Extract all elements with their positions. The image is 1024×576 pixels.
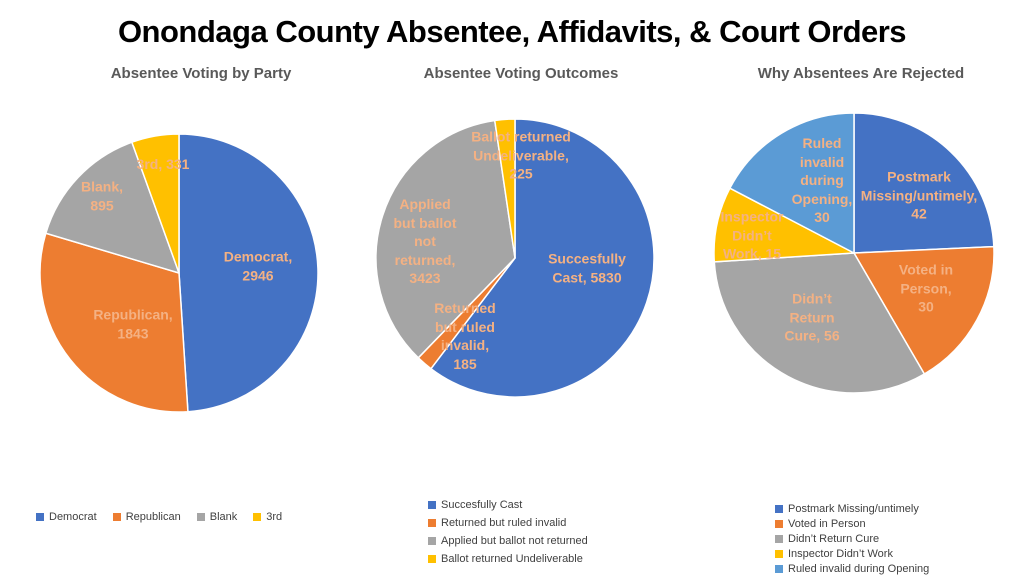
pie-slice	[45, 141, 180, 274]
pie-slice	[853, 245, 995, 375]
legend-item: Applied but ballot not returned	[428, 535, 588, 547]
legend-label: Didn’t Return Cure	[788, 533, 880, 545]
legend-swatch-icon	[775, 505, 783, 513]
legend-item: Ballot returned Undeliverable	[428, 553, 588, 565]
legend-label: Democrat	[49, 511, 97, 523]
page-title: Onondaga County Absentee, Affidavits, & …	[117, 14, 907, 49]
legend-swatch-icon	[775, 550, 783, 558]
pie-chart-absentee-voting-by-party	[39, 133, 319, 413]
legend-why-absentees-are-rejected: Postmark Missing/untimely Voted in Person…	[775, 503, 929, 575]
legend-swatch-icon	[36, 513, 44, 521]
legend-label: Inspector Didn’t Work	[788, 548, 893, 560]
legend-item: Democrat	[36, 511, 97, 523]
legend-label: Returned but ruled invalid	[441, 517, 567, 529]
pie-chart-why-absentees-are-rejected	[713, 112, 995, 394]
pie-slice	[430, 118, 655, 398]
pie-slice	[39, 232, 189, 413]
legend-label: Republican	[125, 511, 181, 523]
legend-label: Postmark Missing/untimely	[788, 503, 919, 515]
legend-item: Voted in Person	[775, 518, 929, 530]
legend-item: Ruled invalid during Opening	[775, 563, 929, 575]
pie-slice	[713, 252, 926, 394]
legend-swatch-icon	[196, 513, 205, 521]
legend-swatch-icon	[253, 513, 262, 521]
legend-label: Ballot returned Undeliverable	[441, 553, 583, 565]
legend-label: Blank	[209, 511, 238, 523]
legend-label: Ruled invalid during Opening	[788, 563, 930, 575]
legend-label: 3rd	[266, 511, 283, 523]
chart-title-why-absentees-are-rejected: Why Absentees Are Rejected	[757, 65, 965, 82]
legend-item: Didn’t Return Cure	[775, 533, 929, 545]
legend-swatch-icon	[775, 535, 783, 543]
legend-item: Postmark Missing/untimely	[775, 503, 929, 515]
legend-label: Applied but ballot not returned	[441, 535, 588, 547]
legend-item: Returned but ruled invalid	[428, 517, 588, 529]
pie-slice	[493, 118, 516, 259]
pie-slice	[178, 133, 319, 413]
legend-swatch-icon	[428, 537, 436, 545]
legend-swatch-icon	[428, 501, 436, 509]
legend-item: Republican	[112, 511, 181, 523]
legend-swatch-icon	[775, 565, 783, 573]
legend-swatch-icon	[112, 513, 121, 521]
pie-slice	[853, 112, 995, 254]
chart-title-absentee-voting-outcomes: Absentee Voting Outcomes	[423, 65, 619, 82]
legend-swatch-icon	[428, 519, 436, 527]
legend-item: 3rd	[253, 511, 282, 523]
pie-slice	[729, 112, 855, 254]
legend-swatch-icon	[428, 555, 436, 563]
legend-label: Voted in Person	[788, 518, 866, 530]
pie-slice	[131, 133, 180, 274]
legend-item: Inspector Didn’t Work	[775, 548, 929, 560]
legend-label: Succesfully Cast	[441, 499, 523, 511]
legend-swatch-icon	[775, 520, 783, 528]
pie-chart-absentee-voting-outcomes	[375, 118, 655, 398]
legend-absentee-voting-outcomes: Succesfully Cast Returned but ruled inval…	[428, 499, 588, 565]
pie-slice	[375, 119, 516, 359]
legend-item: Blank	[196, 511, 238, 523]
legend-item: Succesfully Cast	[428, 499, 588, 511]
chart-title-absentee-voting-by-party: Absentee Voting by Party	[110, 65, 292, 82]
legend-absentee-voting-by-party: Democrat Republican Blank 3rd	[36, 511, 282, 523]
